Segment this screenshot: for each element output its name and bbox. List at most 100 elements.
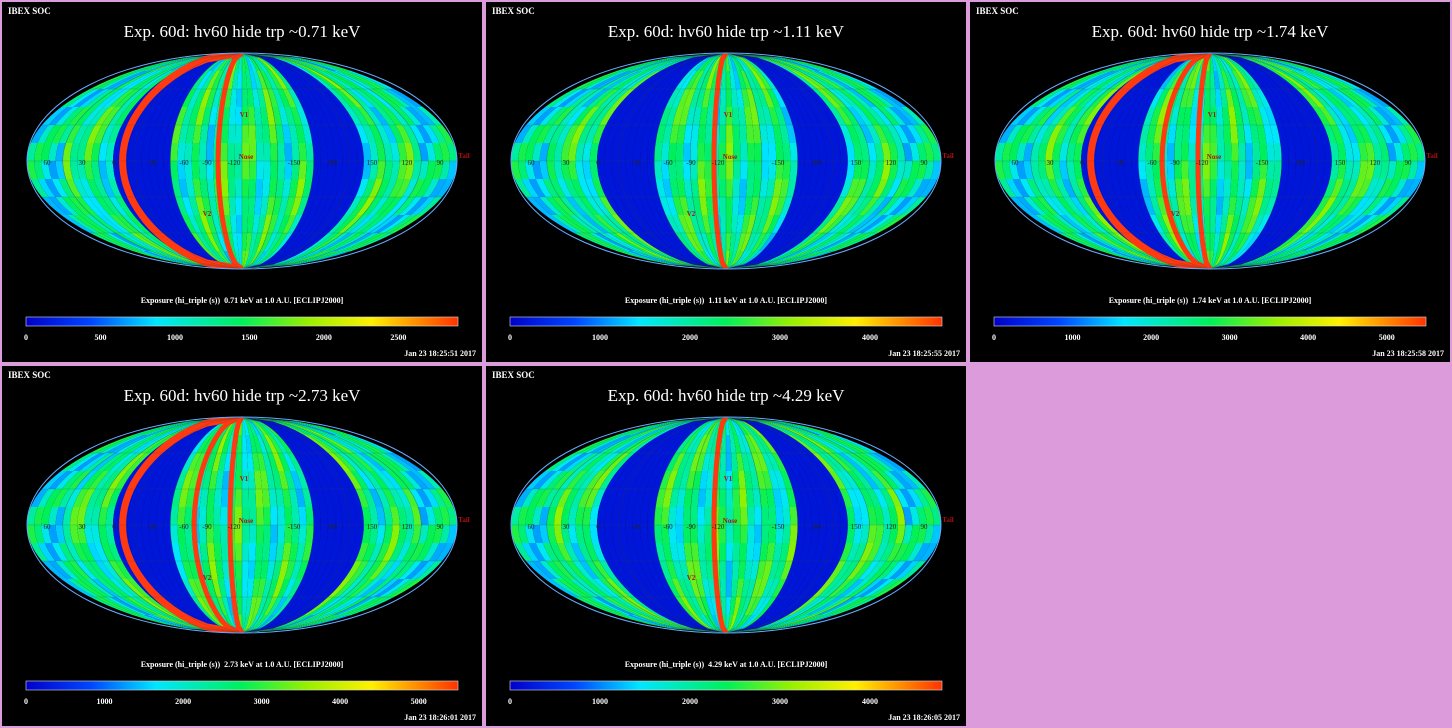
map-pixel <box>692 561 702 579</box>
map-pixel <box>242 417 264 435</box>
map-pixel <box>274 71 293 89</box>
map-pixel <box>1123 107 1138 125</box>
map-pixel <box>923 525 934 543</box>
map-pixel <box>1041 125 1057 143</box>
map-pixel <box>48 525 59 543</box>
map-pixel <box>65 125 82 143</box>
map-pixel <box>354 161 364 179</box>
map-pixel <box>923 143 934 161</box>
colorbar-tick-label: 4000 <box>862 333 878 342</box>
map-pixel <box>291 525 300 543</box>
map-pixel <box>729 435 737 453</box>
map-pixel <box>807 89 829 107</box>
map-pixel <box>521 125 540 143</box>
map-pixel <box>188 561 200 579</box>
map-pixel <box>791 597 823 615</box>
map-pixel <box>750 197 760 215</box>
map-pixel <box>665 71 686 89</box>
map-pixel <box>817 89 841 107</box>
map-pixel <box>563 453 595 471</box>
map-pixel <box>242 215 248 233</box>
map-pixel <box>886 125 903 143</box>
map-pixel <box>293 435 318 453</box>
map-pixel <box>242 417 304 435</box>
map-pixel <box>242 453 248 471</box>
map-pixel <box>335 489 348 507</box>
map-pixel <box>1033 125 1050 143</box>
map-pixel <box>859 161 870 179</box>
map-pixel <box>1294 197 1310 215</box>
map-pixel <box>1210 251 1236 269</box>
map-pixel <box>105 435 148 453</box>
map-pixel <box>1053 215 1084 233</box>
map-pixel <box>191 71 210 89</box>
map-pixel <box>704 525 712 543</box>
map-pixel <box>574 71 621 89</box>
grid-meridian <box>241 417 386 633</box>
longitude-label: -150 <box>771 523 785 531</box>
longitude-label: 60 <box>43 159 51 167</box>
map-pixel <box>682 615 726 633</box>
map-pixel <box>1414 161 1425 179</box>
map-pixel <box>726 53 792 71</box>
map-pixel <box>718 161 726 179</box>
map-pixel <box>1250 215 1265 233</box>
colorbar-tick-label: 3000 <box>772 333 788 342</box>
map-pixel <box>659 197 672 215</box>
timestamp: Jan 23 18:26:05 2017 <box>888 713 960 722</box>
map-pixel <box>98 143 109 161</box>
map-pixel <box>525 471 552 489</box>
map-pixel <box>323 453 345 471</box>
map-pixel <box>511 507 522 525</box>
map-pixel <box>1041 215 1074 233</box>
map-pixel <box>1286 71 1322 89</box>
map-pixel <box>803 507 812 525</box>
map-pixel <box>766 89 781 107</box>
map-pixel <box>552 471 576 489</box>
grid-meridian <box>1209 53 1354 269</box>
map-pixel <box>296 597 324 615</box>
high-exposure-band <box>227 417 245 633</box>
map-pixel <box>256 507 264 525</box>
map-pixel <box>94 179 109 197</box>
map-pixel <box>661 143 670 161</box>
map-pixel <box>1280 215 1301 233</box>
map-pixel <box>740 161 748 179</box>
map-pixel <box>220 251 242 269</box>
map-pixel <box>650 233 675 251</box>
map-pixel <box>1191 251 1210 269</box>
map-pixel <box>796 161 805 179</box>
map-pixel <box>1296 179 1309 197</box>
map-pixel <box>242 579 248 597</box>
map-pixel <box>740 435 752 453</box>
map-pixel <box>1210 71 1216 89</box>
map-pixel <box>784 597 813 615</box>
map-pixel <box>726 615 781 633</box>
map-pixel <box>930 143 941 161</box>
map-pixel <box>852 489 867 507</box>
map-pixel <box>766 215 781 233</box>
map-pixel <box>1336 89 1367 107</box>
map-pixel <box>1286 215 1307 233</box>
map-pixel <box>1268 71 1297 89</box>
map-pixel <box>278 107 289 125</box>
map-pixel <box>575 215 605 233</box>
map-pixel <box>1177 53 1210 71</box>
map-pixel <box>592 489 606 507</box>
map-pixel <box>41 525 52 543</box>
map-pixel <box>185 179 196 197</box>
map-pixel <box>314 435 349 453</box>
map-pixel <box>744 197 753 215</box>
colorbar-title: Exposure (hi_triple (s)) 4.29 keV at 1.0… <box>624 660 828 669</box>
map-pixel <box>786 215 805 233</box>
map-pixel <box>81 197 104 215</box>
map-pixel <box>697 507 705 525</box>
map-pixel <box>328 489 341 507</box>
map-pixel <box>1336 215 1367 233</box>
map-pixel <box>1275 89 1295 107</box>
map-pixel <box>726 53 756 71</box>
map-pixel <box>672 107 684 125</box>
map-pixel <box>62 143 73 161</box>
map-pixel <box>809 71 848 89</box>
map-pixel <box>91 507 102 525</box>
